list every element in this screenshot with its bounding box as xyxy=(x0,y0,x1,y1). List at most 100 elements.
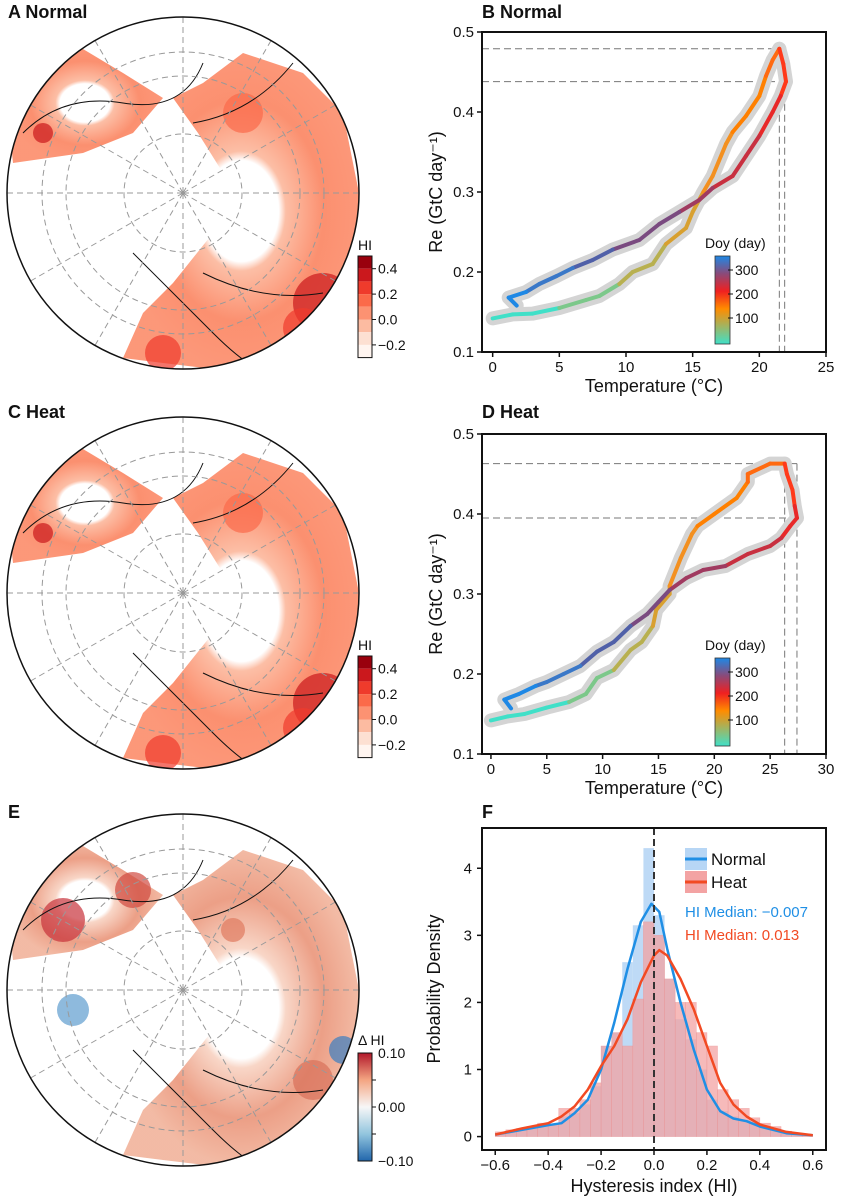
x-tick-label: 10 xyxy=(618,359,635,376)
loop-segment xyxy=(701,564,728,572)
colorbar-step xyxy=(358,332,372,345)
x-tick-label: 25 xyxy=(762,761,779,778)
map-panel-c xyxy=(6,416,360,770)
loop-segment xyxy=(628,612,650,628)
loop-segment xyxy=(770,94,783,114)
x-tick-label: −0.6 xyxy=(480,1157,510,1174)
loop-segment xyxy=(778,79,788,98)
y-tick-label: 0.5 xyxy=(453,24,474,41)
doy-colorbar xyxy=(714,255,731,345)
loop-segment xyxy=(628,640,644,652)
y-axis-label: Probability Density xyxy=(424,914,444,1063)
map-body xyxy=(7,17,359,369)
loop-segment xyxy=(584,294,602,302)
loop-segment xyxy=(697,186,715,202)
x-axis-label: Temperature (°C) xyxy=(585,778,723,798)
y-tick-label: 0.1 xyxy=(453,746,474,763)
doy-colorbar-tick-label: 100 xyxy=(735,310,759,326)
loop-segment xyxy=(570,258,595,270)
colorbar-tick-label: 0.2 xyxy=(378,286,398,302)
x-tick-label: 5 xyxy=(543,761,551,778)
plot-frame xyxy=(481,31,827,353)
loop-segment xyxy=(630,262,655,274)
colorbar-title: HI xyxy=(358,237,372,253)
map-hotspot xyxy=(221,918,245,942)
y-tick-label: 2 xyxy=(464,994,472,1011)
loop-segment xyxy=(657,210,682,226)
colorbar-tick-label: 0.0 xyxy=(378,312,398,328)
y-axis-label: Re (GtC day⁻¹) xyxy=(426,533,446,655)
colorbar-tick-label: 0.00 xyxy=(378,1099,405,1115)
map-panel-e xyxy=(6,813,360,1167)
colorbar-step xyxy=(358,281,372,295)
loop-segment xyxy=(510,311,535,317)
x-tick-label: 20 xyxy=(751,359,768,376)
map-panel-a xyxy=(6,16,360,370)
loop-segment xyxy=(784,472,795,492)
x-tick-label: 0 xyxy=(487,761,495,778)
loop-segment xyxy=(768,536,784,548)
y-tick-label: 0.3 xyxy=(453,586,474,603)
map-border xyxy=(6,16,360,370)
loop-segment xyxy=(667,576,689,592)
map-latitude-circle xyxy=(65,75,301,311)
loop-segment xyxy=(730,154,748,178)
map-latitude-circle xyxy=(65,872,301,1108)
loop-segment xyxy=(654,592,672,612)
map-hotspot xyxy=(145,335,181,369)
loop-segment xyxy=(611,648,633,672)
loop-segment xyxy=(590,247,615,262)
colorbar-tick-label: 0.0 xyxy=(378,712,398,728)
y-tick-label: 0.5 xyxy=(453,426,474,443)
map-hotspot xyxy=(223,493,263,533)
loop-segment xyxy=(490,312,515,321)
heat-hist-bar xyxy=(632,998,644,1137)
loop-segment xyxy=(516,684,538,696)
doy-colorbar-title: Doy (day) xyxy=(705,235,766,251)
colorbar-a: HI 0.4 0.2 0.0 −0.2 xyxy=(357,237,406,359)
loop-segment xyxy=(757,110,775,138)
y-tick-label: 0.2 xyxy=(453,264,474,281)
map-coastline xyxy=(22,859,324,1166)
colorbar-step xyxy=(358,681,372,695)
loop-segment xyxy=(744,94,762,118)
colorbar-tick-label: 0.2 xyxy=(378,686,398,702)
loop-segment xyxy=(790,488,797,508)
loop-segment xyxy=(488,714,510,723)
loop-segment xyxy=(610,238,642,252)
colorbar-frame xyxy=(357,255,373,359)
loop-segment xyxy=(561,664,583,676)
loop-segment xyxy=(597,282,622,298)
panel-b-title: B Normal xyxy=(482,2,563,22)
loop-segment xyxy=(544,700,572,710)
y-tick-label: 0.3 xyxy=(453,184,474,201)
x-tick-label: 10 xyxy=(594,761,611,778)
colorbar-step xyxy=(358,732,372,745)
x-tick-label: 0.0 xyxy=(644,1157,665,1174)
heat-median-annotation: HI Median: 0.013 xyxy=(685,927,799,944)
map-hotspot xyxy=(283,708,323,748)
loop-segment xyxy=(723,552,750,568)
doy-colorbar-title: Doy (day) xyxy=(705,637,766,653)
panel-d-title: D Heat xyxy=(482,402,540,422)
loop-segment xyxy=(650,608,659,628)
x-tick-label: 25 xyxy=(818,359,835,376)
loop-segment xyxy=(730,114,748,134)
loop-segment xyxy=(677,198,702,214)
y-axis-label: Re (GtC day⁻¹) xyxy=(426,131,446,253)
loop-segment xyxy=(595,640,616,654)
loop-segment xyxy=(567,692,588,704)
loop-segment xyxy=(645,600,661,616)
map-hotspot xyxy=(293,1060,333,1100)
loop-segment xyxy=(502,692,521,702)
loop-segment xyxy=(530,306,562,316)
colorbar-step xyxy=(358,719,372,733)
loop-segment xyxy=(710,174,735,190)
doy-colorbar-tick-label: 200 xyxy=(735,286,759,302)
colorbar-step xyxy=(358,256,372,269)
x-tick-label: 0 xyxy=(488,359,496,376)
map-hotspot xyxy=(145,735,181,769)
loop-segment xyxy=(544,672,566,684)
heat-hist-bar xyxy=(621,1045,634,1137)
